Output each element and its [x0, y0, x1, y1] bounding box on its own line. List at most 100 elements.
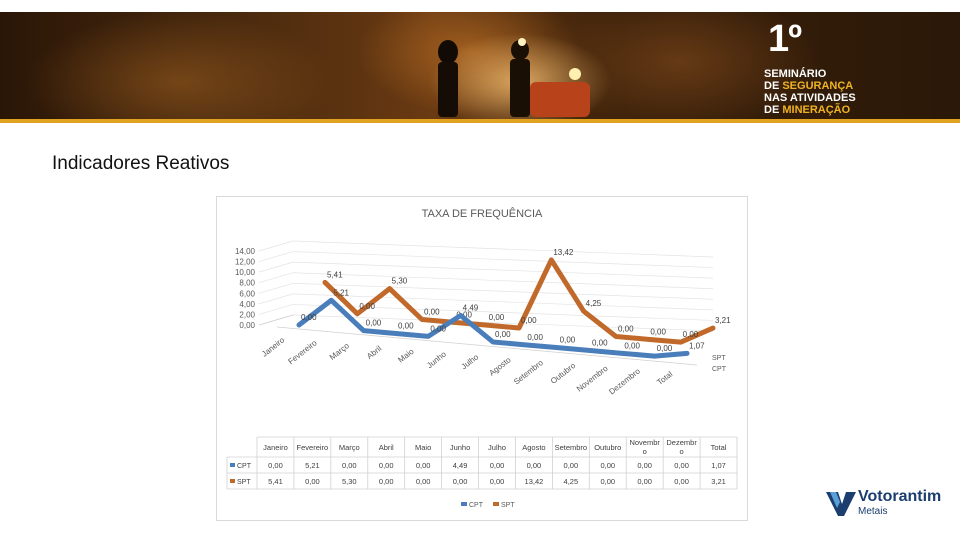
grid-line-left [258, 304, 294, 315]
data-label-spt: 3,21 [715, 316, 731, 325]
table-cell: 4,49 [453, 461, 468, 470]
data-point-spt [582, 309, 586, 313]
grid-line-left [258, 282, 294, 294]
table-cell: 0,00 [490, 461, 505, 470]
company-name: Votorantim [858, 488, 942, 505]
table-header: Junho [450, 443, 470, 452]
data-label-cpt: 0,00 [366, 319, 382, 328]
grid-line-left [258, 293, 294, 305]
data-label-cpt: 0,00 [592, 339, 608, 348]
table-header: o [643, 447, 647, 456]
x-category-label: Setembro [512, 358, 545, 387]
legend-label: SPT [501, 502, 515, 509]
table-cell: 0,00 [674, 477, 689, 486]
grid-line-back [292, 272, 714, 290]
x-category-label: Janeiro [260, 335, 287, 359]
table-cell: 0,00 [416, 477, 431, 486]
data-label-cpt: 5,21 [333, 288, 349, 297]
data-label-cpt: 0,00 [560, 336, 576, 345]
table-cell: 0,00 [637, 477, 652, 486]
seminar-name: SEMINÁRIO DE SEGURANÇA NAS ATIVIDADES DE… [764, 68, 856, 116]
y-tick-label: 6,00 [239, 289, 255, 298]
table-series-name: CPT [237, 463, 252, 470]
data-point-cpt [426, 334, 430, 338]
data-label-spt: 4,25 [586, 299, 602, 308]
table-series-name: SPT [237, 479, 251, 486]
table-cell: 0,00 [305, 477, 320, 486]
data-point-cpt [329, 298, 333, 302]
data-point-cpt [297, 323, 301, 327]
table-header: Setembro [555, 443, 588, 452]
table-cell: 1,07 [711, 461, 726, 470]
seminar-logo: 1º SEMINÁRIO DE SEGURANÇA NAS ATIVIDADES… [758, 18, 898, 122]
data-point-cpt [362, 329, 366, 333]
data-point-cpt [685, 351, 689, 355]
grid-line-back [292, 314, 714, 332]
table-cell: 0,00 [527, 461, 542, 470]
data-point-cpt [394, 332, 398, 335]
votorantim-logo: Votorantim Metais [826, 488, 946, 522]
depth-label-spt: SPT [712, 355, 726, 362]
data-point-spt [323, 280, 327, 284]
depth-label-cpt: CPT [712, 366, 727, 373]
data-label-cpt: 0,00 [527, 333, 543, 342]
data-point-spt [646, 337, 650, 341]
table-header: Janeiro [263, 443, 288, 452]
company-division: Metais [858, 506, 888, 517]
data-point-cpt [653, 354, 657, 358]
table-cell: 0,00 [379, 461, 394, 470]
data-label-cpt: 4,49 [463, 303, 479, 312]
legend-label: CPT [469, 502, 484, 509]
x-category-label: Março [328, 341, 351, 362]
table-header: o [680, 447, 684, 456]
data-label-spt: 0,00 [359, 302, 375, 311]
data-label-spt: 0,00 [424, 308, 440, 317]
table-cell: 0,00 [379, 477, 394, 486]
table-header: Novembr [629, 438, 660, 447]
slide-title: Indicadores Reativos [52, 153, 230, 174]
grid-line-left [258, 272, 294, 284]
grid-line-back [292, 261, 714, 279]
data-point-spt [517, 326, 521, 330]
grid-line-back [292, 240, 714, 258]
x-category-label: Total [655, 369, 674, 387]
table-cell: 3,21 [711, 477, 726, 486]
table-cell: 0,00 [453, 477, 468, 486]
table-cell: 0,00 [600, 477, 615, 486]
table-cell: 0,00 [416, 461, 431, 470]
data-label-spt: 0,00 [650, 327, 666, 336]
votorantim-v-icon [826, 492, 856, 516]
banner-miners-illustration [438, 38, 590, 117]
data-label-spt: 5,41 [327, 270, 343, 279]
table-header: Julho [488, 443, 506, 452]
data-label-cpt: 0,00 [657, 344, 673, 353]
data-point-cpt [620, 351, 624, 355]
data-point-spt [549, 258, 553, 262]
data-point-cpt [491, 340, 495, 344]
x-category-label: Maio [396, 346, 416, 364]
table-cell: 0,00 [342, 461, 357, 470]
table-cell: 0,00 [564, 461, 579, 470]
data-label-spt: 5,30 [392, 277, 408, 286]
data-label-spt: 0,00 [618, 325, 634, 334]
grid-line-back [292, 251, 714, 268]
table-header: Abril [379, 443, 394, 452]
data-point-spt [679, 340, 683, 344]
y-tick-label: 8,00 [239, 279, 255, 288]
table-legend-key-spt [230, 479, 235, 483]
legend-key-spt [493, 502, 499, 506]
grid-line-back [292, 293, 714, 311]
table-cell: 0,00 [637, 461, 652, 470]
grid-line-left [258, 240, 294, 252]
data-point-spt [355, 312, 359, 316]
chart-container: TAXA DE FREQUÊNCIA 14,00 12,00 10,00 8,00 6,0… [216, 196, 748, 521]
y-tick-label: 14,00 [235, 247, 256, 256]
data-label-cpt: 0,00 [430, 324, 446, 333]
data-label-spt: 13,42 [553, 248, 574, 257]
data-label-spt: 0,00 [489, 313, 505, 322]
data-label-cpt: 0,00 [398, 322, 414, 331]
floor-edge-front [276, 326, 698, 366]
x-category-label: Julho [460, 352, 481, 371]
data-label-spt: 0,00 [683, 330, 699, 339]
